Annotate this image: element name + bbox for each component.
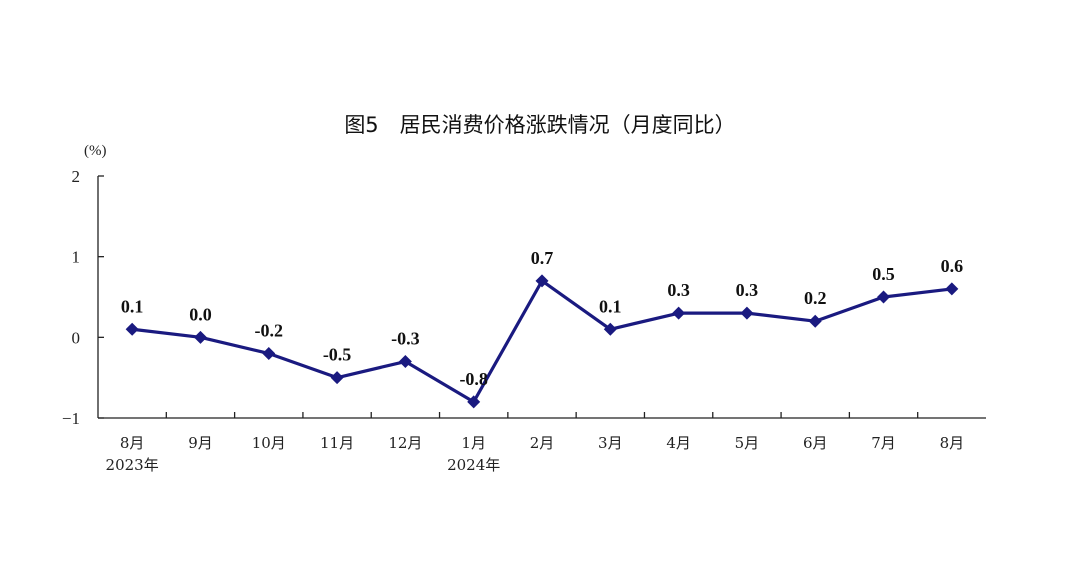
x-tick-label: 8月 bbox=[120, 434, 145, 452]
data-point-marker bbox=[740, 306, 754, 320]
series-group: 0.1 0.0 -0.2 -0.5 -0.3 -0.8 0.7 0.1 0.3 0.3 0.2 0.5… bbox=[121, 248, 963, 409]
data-point-marker bbox=[945, 282, 959, 296]
data-label: 0.6 bbox=[941, 256, 964, 276]
x-tick-label: 11月 bbox=[320, 434, 354, 452]
x-tick-label: 4月 bbox=[666, 434, 691, 452]
x-tick-label: 10月 bbox=[252, 434, 286, 452]
y-tick-label: 2 bbox=[72, 167, 81, 186]
x-tick-label: 2月 bbox=[530, 434, 555, 452]
series-line bbox=[131, 279, 953, 404]
data-point-marker bbox=[193, 330, 207, 344]
data-point-marker bbox=[877, 290, 891, 304]
data-point-marker bbox=[398, 355, 412, 369]
data-label: 0.3 bbox=[736, 280, 759, 300]
data-label: -0.2 bbox=[255, 320, 284, 340]
y-tick-label: 0 bbox=[72, 328, 81, 347]
x-tick-label: 9月 bbox=[188, 434, 213, 452]
data-label: 0.0 bbox=[189, 304, 212, 324]
data-point-marker bbox=[125, 322, 139, 336]
chart-title: 图5 居民消费价格涨跌情况（月度同比） bbox=[344, 113, 735, 137]
data-label: -0.3 bbox=[391, 329, 420, 349]
data-label: -0.8 bbox=[459, 369, 488, 389]
y-tick-label: −1 bbox=[62, 409, 80, 428]
y-tick-label: 1 bbox=[72, 248, 81, 267]
x-tick-label: 8月 bbox=[940, 434, 965, 452]
data-label: 0.1 bbox=[121, 296, 144, 316]
data-label: -0.5 bbox=[323, 345, 352, 365]
x-tick-label: 5月 bbox=[735, 434, 760, 452]
data-point-marker bbox=[467, 395, 481, 409]
data-point-marker bbox=[603, 322, 617, 336]
y-tick-group: 2 1 0 −1 bbox=[62, 167, 104, 428]
x-tick-label: 1月 bbox=[461, 434, 486, 452]
x-tick-label: 12月 bbox=[388, 434, 422, 452]
data-label: 0.5 bbox=[872, 264, 895, 284]
x-year-label: 2023年 bbox=[106, 456, 159, 474]
data-label: 0.3 bbox=[667, 280, 690, 300]
data-label: 0.7 bbox=[531, 248, 554, 268]
data-point-marker bbox=[535, 274, 549, 288]
data-label: 0.1 bbox=[599, 296, 622, 316]
x-tick-group: 8月 9月 10月 11月 12月 1月 2月 3月 4月 5月 6月 7月 8月 2023年 2024年 bbox=[106, 412, 965, 474]
x-tick-label: 3月 bbox=[598, 434, 623, 452]
x-year-label: 2024年 bbox=[447, 456, 500, 474]
data-point-marker bbox=[808, 314, 822, 328]
x-tick-label: 6月 bbox=[803, 434, 828, 452]
data-label: 0.2 bbox=[804, 288, 827, 308]
x-tick-label: 7月 bbox=[871, 434, 896, 452]
data-point-marker bbox=[330, 371, 344, 385]
y-axis-unit-label: (%) bbox=[84, 143, 107, 159]
data-point-marker bbox=[672, 306, 686, 320]
data-point-marker bbox=[262, 346, 276, 360]
